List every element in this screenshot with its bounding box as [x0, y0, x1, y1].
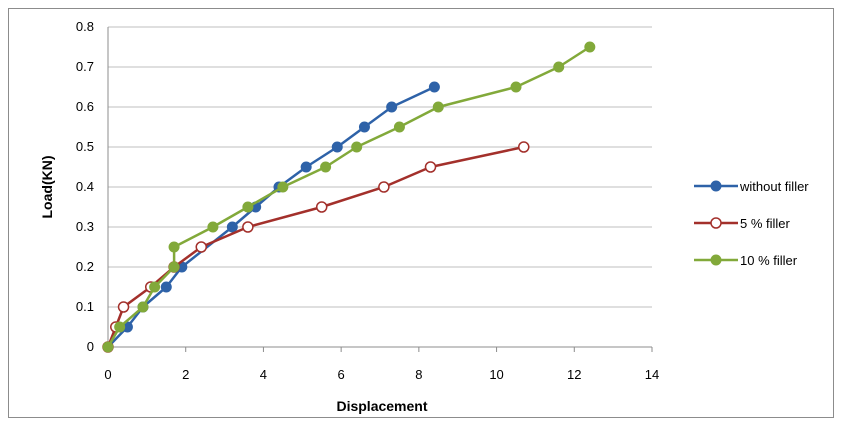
- y-tick-label: 0.5: [76, 139, 94, 154]
- y-tick-label: 0.4: [76, 179, 94, 194]
- data-point: [518, 141, 530, 153]
- series-group: [102, 41, 596, 353]
- x-tick-label: 6: [338, 367, 345, 382]
- legend-label: 10 % filler: [740, 253, 798, 268]
- y-tick-label: 0.3: [76, 219, 94, 234]
- data-point: [277, 181, 289, 193]
- series-3: [102, 41, 596, 353]
- data-point: [315, 201, 328, 213]
- y-tick-label: 0.2: [76, 259, 94, 274]
- legend-marker: [710, 217, 722, 229]
- data-point: [117, 301, 130, 313]
- data-point: [226, 221, 238, 233]
- y-tick-label: 0.6: [76, 99, 94, 114]
- data-point: [242, 201, 254, 213]
- y-tick-labels: 0 0.1 0.2 0.3 0.4 0.5 0.6 0.7 0.8: [76, 19, 94, 354]
- data-point: [393, 121, 405, 133]
- data-point: [432, 101, 444, 113]
- data-point: [160, 281, 172, 293]
- data-point: [553, 61, 565, 73]
- y-tick-label: 0: [87, 339, 94, 354]
- data-point: [331, 141, 343, 153]
- series-1: [102, 81, 440, 353]
- gridlines: [108, 26, 652, 308]
- data-point: [137, 301, 149, 313]
- legend-marker: [710, 180, 722, 192]
- series-2: [102, 141, 530, 353]
- data-point: [424, 161, 437, 173]
- x-tick-label: 14: [645, 367, 659, 382]
- x-tick-label: 4: [260, 367, 267, 382]
- legend-marker: [710, 254, 722, 266]
- x-tick-label: 8: [415, 367, 422, 382]
- legend: without filler 5 % filler 10 % filler: [694, 179, 809, 268]
- data-point: [358, 121, 370, 133]
- legend-item: 5 % filler: [694, 216, 791, 231]
- data-point: [428, 81, 440, 93]
- data-point: [378, 181, 390, 193]
- legend-item: 10 % filler: [694, 253, 798, 268]
- data-point: [114, 321, 126, 333]
- x-tick-label: 12: [567, 367, 581, 382]
- data-point: [351, 141, 363, 153]
- x-tick-label: 2: [182, 367, 189, 382]
- series-line: [106, 45, 591, 348]
- data-point: [207, 221, 219, 233]
- legend-item: without filler: [694, 179, 809, 194]
- data-point: [168, 261, 180, 273]
- y-tick-label: 0.1: [76, 299, 94, 314]
- y-tick-label: 0.7: [76, 59, 94, 74]
- data-point: [149, 281, 161, 293]
- data-point: [168, 241, 180, 253]
- data-point: [300, 161, 312, 173]
- x-tick-labels: 0 2 4 6 8 10 12 14: [104, 367, 659, 382]
- series-line: [107, 85, 435, 348]
- y-axis-label: Load(KN): [39, 156, 55, 219]
- data-point: [584, 41, 596, 53]
- x-axis-label: Displacement: [336, 398, 427, 414]
- data-point: [386, 101, 398, 113]
- legend-label: 5 % filler: [740, 216, 791, 231]
- data-point: [195, 241, 208, 253]
- data-point: [242, 221, 254, 233]
- data-point: [510, 81, 522, 93]
- y-tick-label: 0.8: [76, 19, 94, 34]
- legend-label: without filler: [739, 179, 809, 194]
- data-point: [102, 341, 114, 353]
- data-point: [320, 161, 332, 173]
- x-tick-label: 10: [489, 367, 503, 382]
- x-tick-label: 0: [104, 367, 111, 382]
- axes: [107, 27, 653, 352]
- chart-frame: [8, 8, 834, 418]
